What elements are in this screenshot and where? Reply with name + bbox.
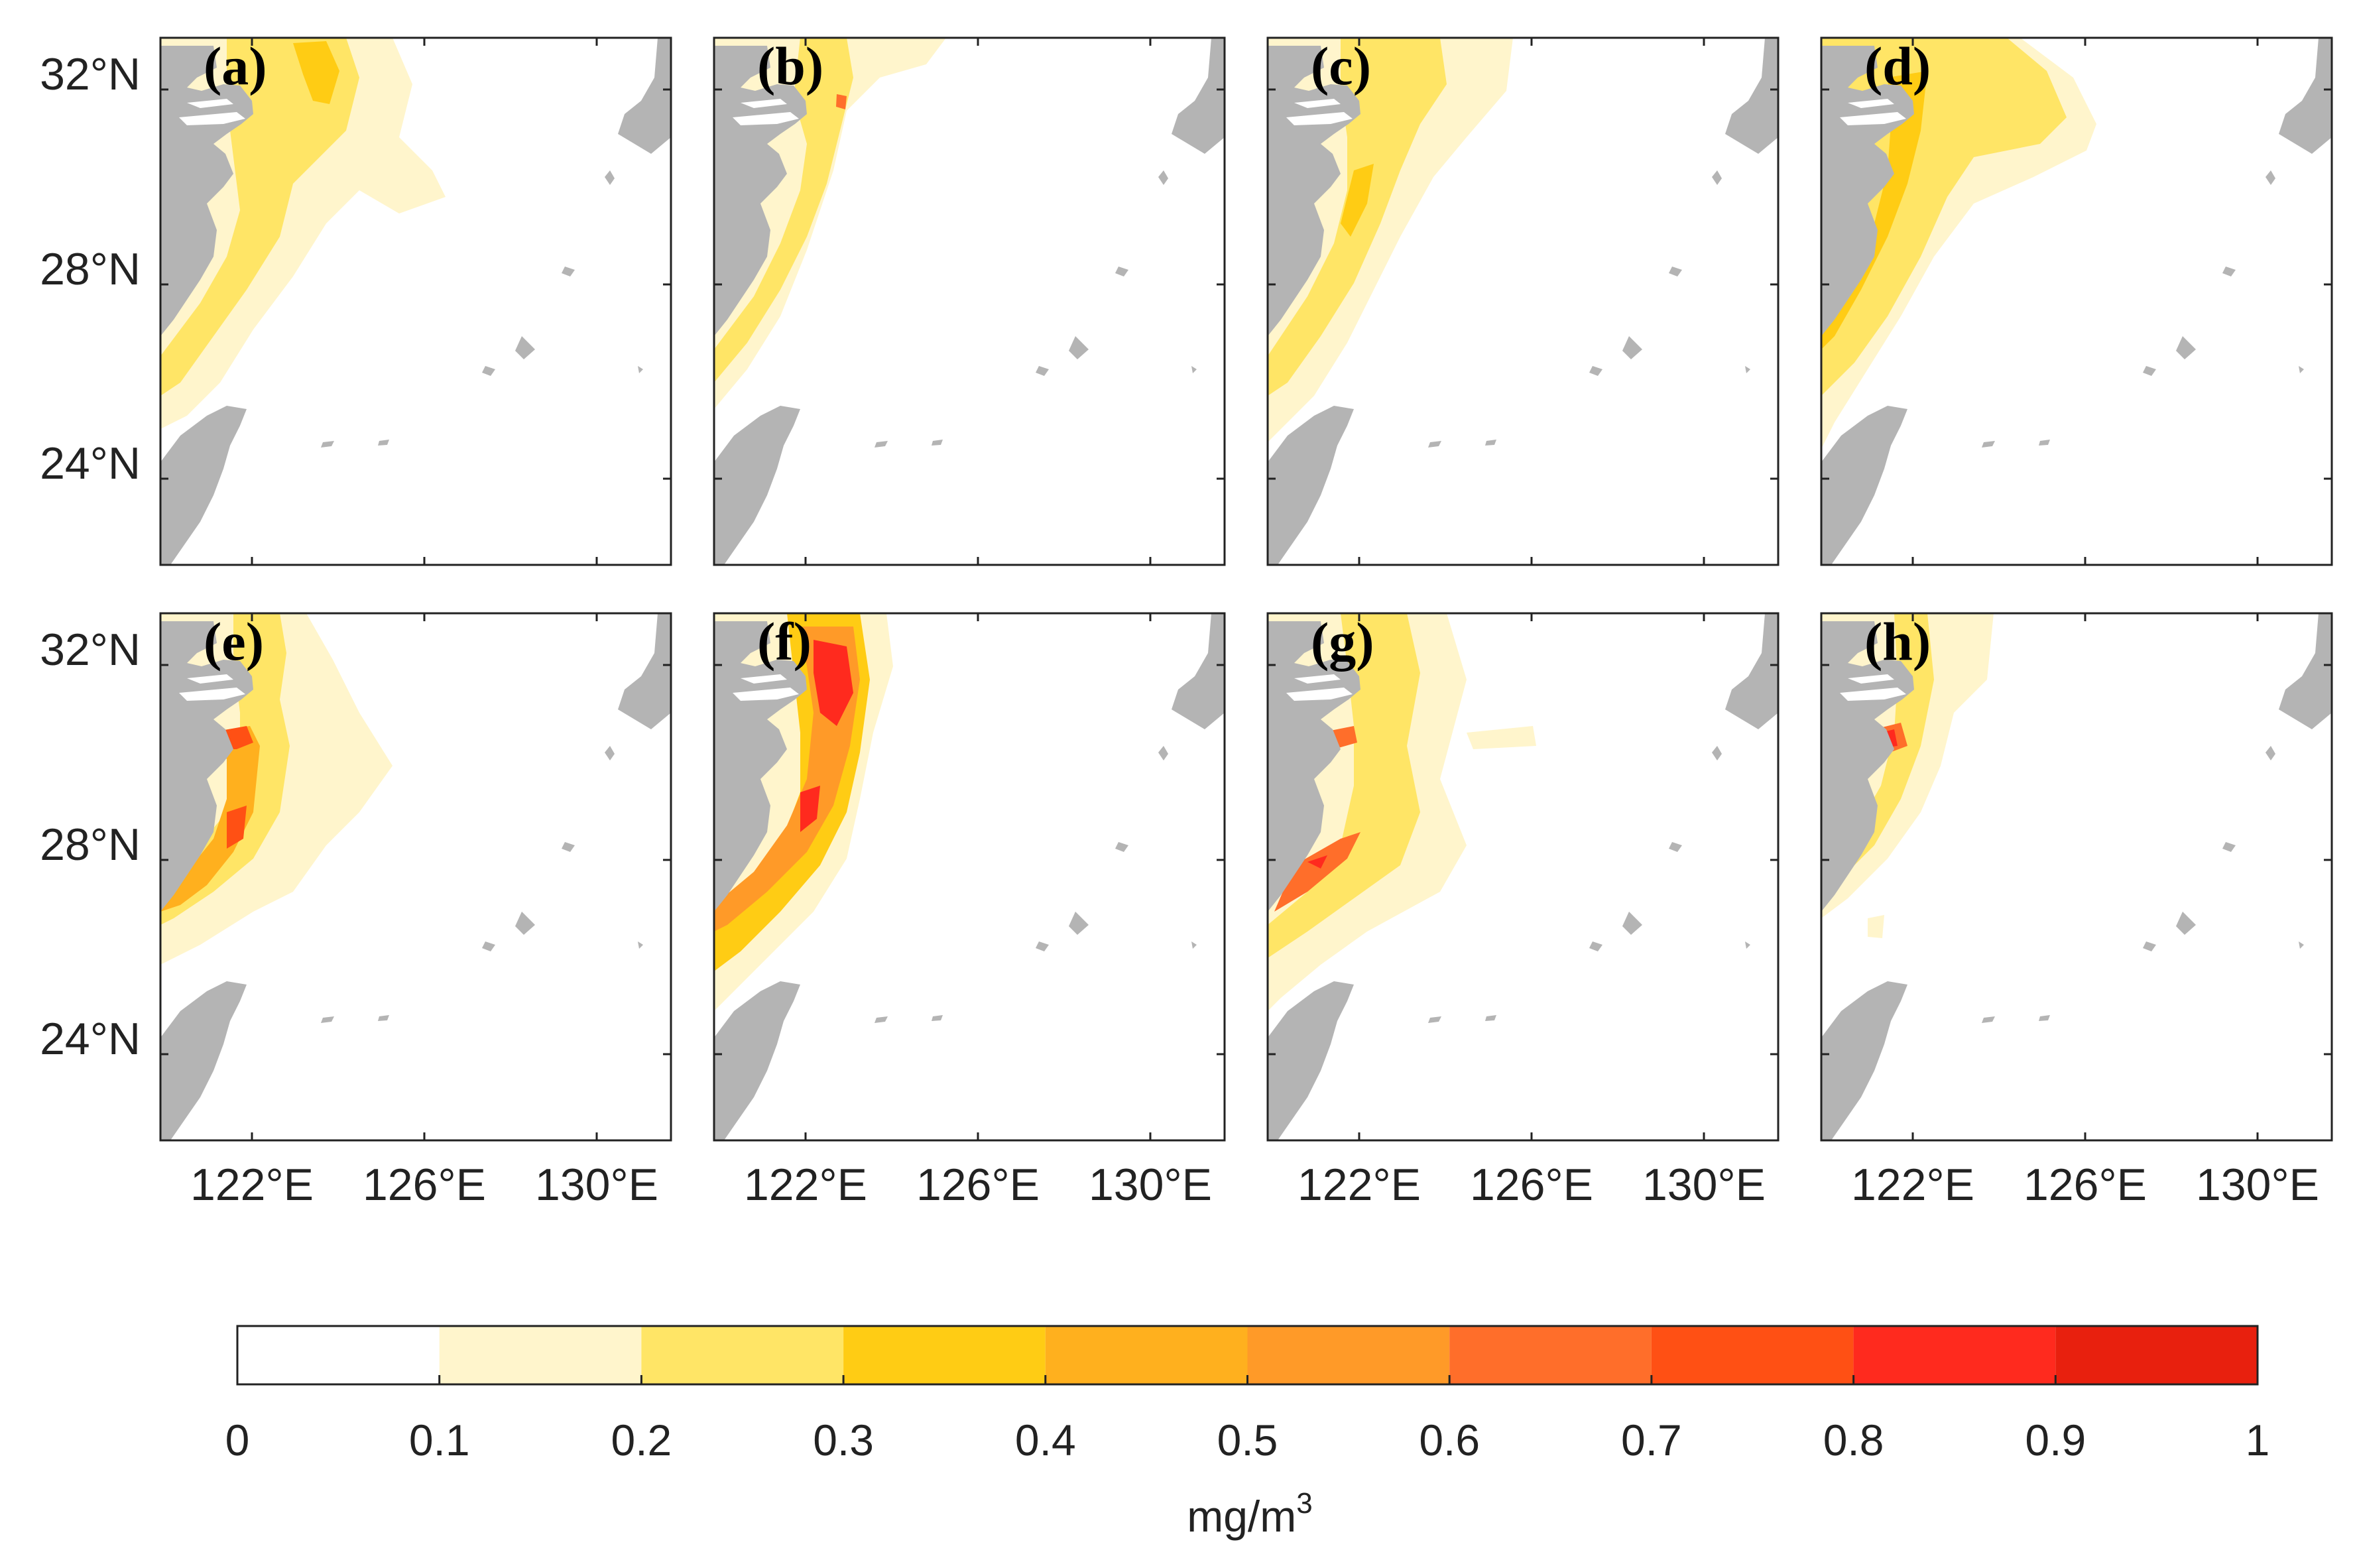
map-panel-d: (d) (1820, 36, 2333, 566)
panel-label-e: (e) (204, 611, 264, 672)
map-panel-f: (f) (713, 611, 1226, 1142)
map-panel-e: (e) (159, 611, 672, 1142)
chl-contour-0.1 (1268, 38, 1513, 442)
colorbar-tick-label: 0.2 (611, 1416, 672, 1465)
lon-tick-label: 130°E (1642, 1160, 1766, 1210)
lat-axis-bottom: 32°N 28°N 24°N (40, 625, 141, 1064)
chl-contour-0.4 (1274, 832, 1360, 912)
lat-axis-top: 32°N 28°N 24°N (40, 49, 141, 489)
lon-axis: 122°E 126°E 130°E 122°E 126°E 130°E 122°… (190, 1160, 2319, 1210)
chl-contour-0.2 (160, 38, 359, 396)
colorbar-swatch (439, 1326, 642, 1384)
lon-tick-label: 122°E (1298, 1160, 1421, 1210)
lon-tick-label: 130°E (1089, 1160, 1212, 1210)
colorbar-swatch (843, 1326, 1046, 1384)
chl-contour-0.7 (814, 640, 853, 726)
map-panel-a: (a) (159, 36, 672, 566)
chl-contour-0.2 (1268, 613, 1420, 958)
panel-label-a: (a) (204, 36, 267, 96)
chl-contour-0.4 (160, 726, 260, 912)
panel-label-b: (b) (757, 36, 823, 96)
colorbar-tick-label: 0.6 (1419, 1416, 1480, 1465)
colorbar-swatch (1247, 1326, 1450, 1384)
colorbar-swatch (1449, 1326, 1652, 1384)
chl-contour-0.3 (1341, 164, 1374, 237)
colorbar-swatch (1045, 1326, 1248, 1384)
colorbar-tick-label: 0.1 (409, 1416, 470, 1465)
map-panel-c: (c) (1266, 36, 1780, 566)
map-panel-g: (g) (1266, 611, 1780, 1142)
colorbar-swatch (237, 1326, 440, 1384)
chl-contour-0.6 (1307, 855, 1327, 869)
chl-contour-0.5 (836, 94, 847, 109)
colorbar-tick-label: 0.7 (1621, 1416, 1682, 1465)
map-panel-b: (b) (713, 36, 1226, 566)
lon-tick-label: 126°E (1470, 1160, 1593, 1210)
lat-tick-label: 32°N (40, 625, 141, 675)
colorbar-tick-label: 0 (225, 1416, 250, 1465)
panel-label-f: (f) (757, 611, 812, 672)
lat-tick-label: 28°N (40, 819, 141, 870)
panel-label-d: (d) (1864, 36, 1931, 96)
lon-tick-label: 130°E (2196, 1160, 2319, 1210)
lon-tick-label: 130°E (535, 1160, 658, 1210)
colorbar-swatch (2055, 1326, 2258, 1384)
panel-label-g: (g) (1311, 611, 1374, 672)
lat-tick-label: 32°N (40, 49, 141, 99)
lon-tick-label: 126°E (916, 1160, 1040, 1210)
colorbar-tick-label: 0.5 (1217, 1416, 1278, 1465)
chl-contour-0.2 (160, 613, 290, 925)
colorbar-swatch (1651, 1326, 1854, 1384)
lon-tick-label: 122°E (744, 1160, 867, 1210)
chl-contour-0.1 (1868, 915, 1884, 938)
chl-contour-0.3 (293, 41, 339, 104)
panel-label-h: (h) (1864, 611, 1931, 672)
colorbar: 0 0.1 0.2 0.3 0.4 0.5 0.6 0.7 0.8 0.9 1 (225, 1325, 2270, 1465)
colorbar-tick-label: 0.4 (1015, 1416, 1076, 1465)
lon-tick-label: 126°E (363, 1160, 486, 1210)
chl-contour-0.6 (227, 806, 247, 849)
lon-tick-label: 122°E (1851, 1160, 1974, 1210)
map-panel-h: (h) (1820, 611, 2333, 1142)
panel-label-c: (c) (1311, 36, 1371, 96)
chl-contour-0.7 (800, 786, 820, 832)
colorbar-tick-label: 0.8 (1823, 1416, 1884, 1465)
colorbar-swatch (1853, 1326, 2056, 1384)
lat-tick-label: 24°N (40, 438, 141, 489)
colorbar-tick-label: 1 (2246, 1416, 2270, 1465)
colorbar-swatch (641, 1326, 844, 1384)
lon-tick-label: 122°E (190, 1160, 314, 1210)
lat-tick-label: 28°N (40, 244, 141, 294)
chl-contour-0.1 (1467, 726, 1536, 749)
chl-contour-0.2 (714, 38, 853, 383)
colorbar-tick-label: 0.9 (2025, 1416, 2086, 1465)
colorbar-tick-label: 0.3 (813, 1416, 874, 1465)
lon-tick-label: 126°E (2023, 1160, 2147, 1210)
colorbar-unit: mg/m3 (1187, 1487, 1312, 1541)
lat-tick-label: 24°N (40, 1014, 141, 1064)
